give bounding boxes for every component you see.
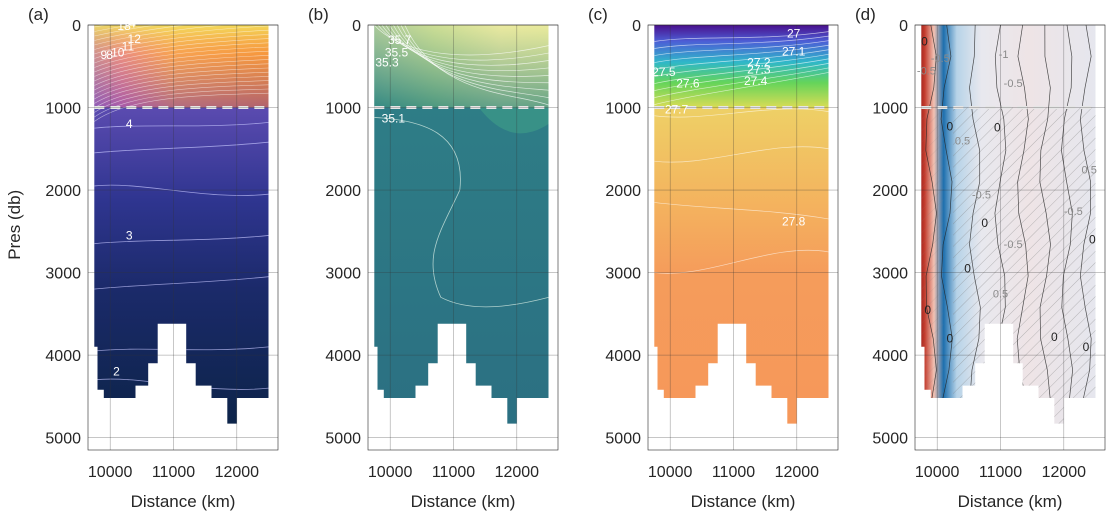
y-tick-label: 3000: [605, 266, 641, 283]
y-tick-label: 1000: [605, 101, 641, 118]
contour-label: 35.7: [388, 33, 412, 47]
contour-label: 0: [1083, 340, 1090, 354]
y-tick-label: 1000: [872, 101, 908, 118]
contour-label: 3: [126, 229, 133, 243]
contour-label: 27.2: [747, 55, 771, 69]
x-tick-label: 12000: [495, 464, 540, 481]
contour-label: 2: [113, 365, 120, 379]
y-tick-label: 2000: [605, 183, 641, 200]
y-tick-label: 4000: [325, 348, 361, 365]
axes-box: [367, 24, 559, 451]
contour-label: 27.4: [744, 74, 768, 88]
panel-label: (a): [28, 5, 49, 24]
contour-label: 27.3: [747, 63, 771, 77]
contour-label: 0: [1051, 330, 1058, 344]
contour-label: 0: [1089, 233, 1096, 247]
y-tick-label: 2000: [45, 183, 81, 200]
contour-label: -0.5: [931, 53, 950, 65]
contour-label: 27.8: [782, 215, 806, 229]
contour-label: -0.5: [972, 189, 991, 201]
field-a: [94, 25, 269, 424]
y-tick-label: 0: [352, 18, 361, 35]
contour-label: 35.5: [385, 45, 409, 59]
y-tick-label: 1000: [45, 101, 81, 118]
contour-label: -1: [999, 49, 1009, 61]
y-tick-label: 4000: [605, 348, 641, 365]
x-tick-label: 12000: [215, 464, 260, 481]
contour-label: 0: [994, 120, 1001, 134]
axes-box: [647, 24, 839, 451]
y-tick-label: 1000: [325, 101, 361, 118]
x-axis-label: Distance (km): [691, 492, 796, 511]
panel-label: (d): [855, 5, 876, 24]
contour-label: -0.5: [1064, 206, 1083, 218]
axes-box: [914, 24, 1106, 451]
contour-label: -0.5: [1004, 78, 1023, 90]
contour-label: 0.5: [1082, 165, 1097, 177]
contour-label: 0: [924, 303, 931, 317]
panel-label: (b): [308, 5, 329, 24]
contour-label: 0.5: [955, 136, 970, 148]
contour-label: 27.5: [652, 65, 676, 79]
panel-label: (c): [588, 5, 608, 24]
x-tick-label: 11000: [712, 464, 755, 481]
x-tick-label: 10000: [368, 464, 413, 481]
contour-label: 35.1: [382, 111, 406, 125]
x-tick-label: 11000: [432, 464, 475, 481]
y-tick-label: 4000: [45, 348, 81, 365]
contour-label: 35.3: [375, 55, 399, 69]
contour-label: 27.7: [665, 102, 689, 116]
contour-label: 13: [117, 19, 131, 33]
contour-label: 12: [128, 32, 142, 46]
contour-label: 14: [122, 16, 136, 30]
y-tick-label: 5000: [325, 431, 361, 448]
y-axis-label: Pres (db): [5, 190, 24, 260]
x-tick-label: 11000: [152, 464, 195, 481]
y-tick-label: 2000: [325, 183, 361, 200]
x-axis-label: Distance (km): [411, 492, 516, 511]
x-tick-label: 12000: [775, 464, 820, 481]
contour-label: -0.5: [917, 66, 936, 78]
contour-label: 27.6: [676, 77, 700, 91]
contour-label: 0.5: [993, 288, 1008, 300]
y-tick-label: 0: [899, 18, 908, 35]
y-tick-label: 5000: [45, 431, 81, 448]
contour-label: 4: [126, 117, 133, 131]
y-tick-label: 0: [72, 18, 81, 35]
x-axis-label: Distance (km): [958, 492, 1063, 511]
axes-box: [87, 24, 279, 451]
field-b: [374, 25, 549, 424]
y-tick-label: 3000: [45, 266, 81, 283]
contour-label: 0: [981, 216, 988, 230]
x-tick-label: 10000: [88, 464, 133, 481]
panel-b: 35.735.535.3 35.1 10000 11000 12000 0 1000 2000…: [308, 5, 559, 511]
contour-label: 8: [106, 48, 113, 62]
contour-label: 11: [122, 40, 135, 54]
contour-label: 0: [946, 120, 953, 134]
x-tick-label: 10000: [648, 464, 693, 481]
y-tick-label: 3000: [325, 266, 361, 283]
y-tick-label: 0: [632, 18, 641, 35]
contour-label: 27.1: [782, 45, 806, 59]
contour-label: -0.5: [1004, 239, 1023, 251]
y-tick-label: 5000: [605, 431, 641, 448]
y-tick-label: 4000: [872, 348, 908, 365]
x-tick-label: 11000: [979, 464, 1022, 481]
contour-label: 0: [946, 332, 953, 346]
contour-label: 0: [921, 35, 928, 49]
x-tick-label: 12000: [1042, 464, 1087, 481]
y-tick-label: 5000: [872, 431, 908, 448]
x-tick-label: 10000: [915, 464, 960, 481]
contour-label: 10: [111, 45, 125, 59]
y-tick-label: 2000: [872, 183, 908, 200]
x-axis-label: Distance (km): [131, 492, 236, 511]
contour-label: 27: [787, 26, 801, 40]
contour-label: 0: [964, 262, 971, 276]
contour-label: 9: [100, 48, 107, 62]
y-tick-label: 3000: [872, 266, 908, 283]
